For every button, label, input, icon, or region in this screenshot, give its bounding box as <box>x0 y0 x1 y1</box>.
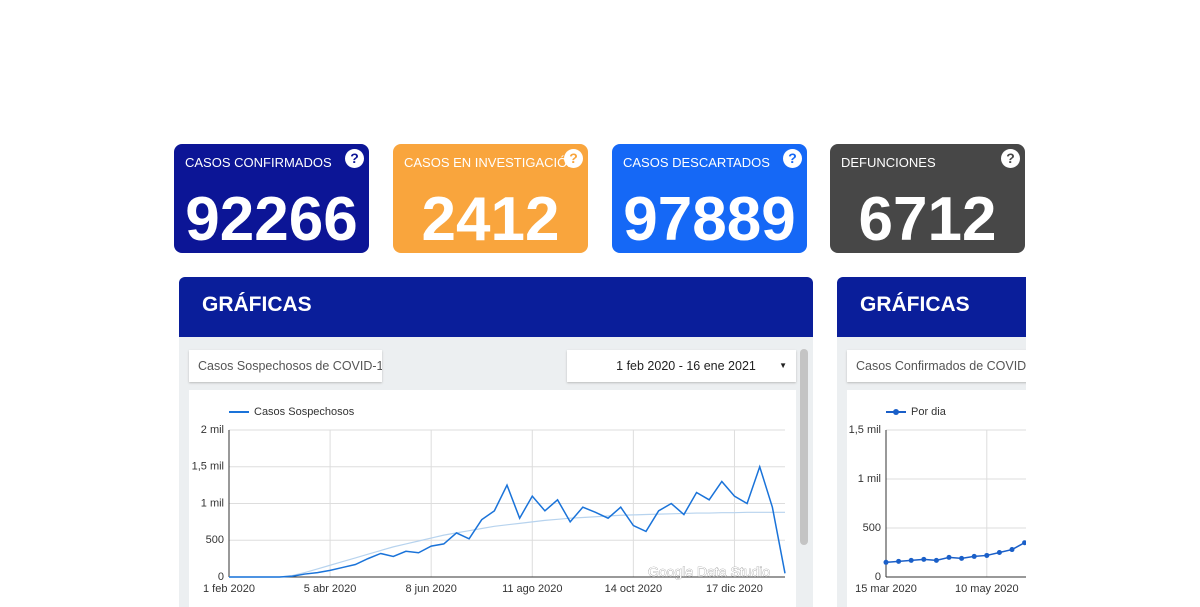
stat-card: CASOS DESCARTADOS 97889? <box>612 144 807 253</box>
y-tick-label: 1,5 mil <box>192 461 224 473</box>
y-tick-label: 2 mil <box>201 424 224 436</box>
x-tick-label: 14 oct 2020 <box>605 583 663 595</box>
panel-heading: GRÁFICAS <box>179 277 813 337</box>
point <box>996 550 1002 555</box>
card-title: CASOS EN INVESTIGACIÓN <box>404 155 577 170</box>
y-tick-label: 0 <box>875 571 881 583</box>
legend-marker <box>893 409 899 415</box>
card-title: DEFUNCIONES <box>841 155 936 170</box>
x-tick-label: 15 mar 2020 <box>855 583 917 595</box>
y-tick-label: 1 mil <box>858 473 881 485</box>
panel: GRÁFICAS Casos Sospechosos de COVID-19 1… <box>179 277 813 607</box>
card-title: CASOS DESCARTADOS <box>623 155 770 170</box>
chart-selector[interactable]: Casos Sospechosos de COVID-19 <box>189 350 382 382</box>
legend-label: Casos Sospechosos <box>254 406 355 418</box>
card-value: 97889 <box>623 185 796 253</box>
series-line <box>229 464 786 578</box>
watermark: Google Data Studio <box>648 564 770 580</box>
legend-label: Por dia <box>911 406 947 418</box>
stat-card: CASOS EN INVESTIGACIÓN 2412? <box>393 144 588 253</box>
point <box>946 554 952 560</box>
point <box>933 557 939 563</box>
card-title: CASOS CONFIRMADOS <box>185 155 332 170</box>
point <box>1009 547 1015 553</box>
panel: GRÁFICAS Casos Confirmados de COVID-19 0… <box>837 277 1026 607</box>
scrollbar[interactable] <box>800 349 808 545</box>
stat-card: DEFUNCIONES 6712? <box>830 144 1025 253</box>
x-tick-label: 8 jun 2020 <box>405 583 456 595</box>
series-line <box>885 542 1025 564</box>
help-icon[interactable]: ? <box>1001 149 1020 168</box>
dropdown-arrow: ▼ <box>779 361 787 370</box>
point <box>971 553 977 559</box>
point <box>1022 540 1026 546</box>
y-tick-label: 0 <box>218 571 224 583</box>
x-tick-label: 11 ago 2020 <box>502 583 562 595</box>
x-tick-label: 1 feb 2020 <box>203 583 255 595</box>
help-icon[interactable]: ? <box>564 149 583 168</box>
date-range[interactable]: 1 feb 2020 - 16 ene 2021 ▼ <box>567 350 796 382</box>
x-tick-label: 17 dic 2020 <box>706 583 763 595</box>
y-tick-label: 1 mil <box>201 497 224 509</box>
point <box>883 559 889 565</box>
point <box>896 558 902 564</box>
date-range-text: 1 feb 2020 - 16 ene 2021 <box>616 359 756 373</box>
x-tick-label: 5 abr 2020 <box>304 583 357 595</box>
point <box>921 556 927 562</box>
point <box>908 557 914 563</box>
card-value: 2412 <box>421 185 560 253</box>
point <box>984 552 990 558</box>
x-tick-label: 10 may 2020 <box>955 583 1019 595</box>
chart-selector[interactable]: Casos Confirmados de COVID-19 <box>847 350 1026 382</box>
card-value: 6712 <box>858 185 997 253</box>
chart: 0 500 1 mil 1,5 mil 15 mar 2020 10 may 2020 Po… <box>847 390 1026 607</box>
help-icon[interactable]: ? <box>783 149 802 168</box>
card-value: 92266 <box>185 185 358 253</box>
panel-heading: GRÁFICAS <box>837 277 1026 337</box>
stat-card: CASOS CONFIRMADOS 92266? <box>174 144 369 253</box>
y-tick-label: 500 <box>206 534 224 546</box>
chart: 0 500 1 mil 1,5 mil 2 mil 1 feb 2020 5 abr 202… <box>189 390 796 607</box>
y-tick-label: 1,5 mil <box>849 424 881 436</box>
help-icon[interactable]: ? <box>345 149 364 168</box>
y-tick-label: 500 <box>863 522 881 534</box>
point <box>959 555 965 561</box>
series-line <box>229 511 785 578</box>
